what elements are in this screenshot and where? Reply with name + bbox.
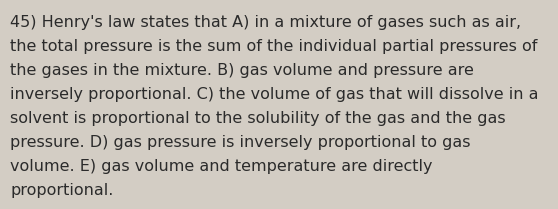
- Text: inversely proportional. C) the volume of gas that will dissolve in a: inversely proportional. C) the volume of…: [10, 87, 538, 102]
- Text: solvent is proportional to the solubility of the gas and the gas: solvent is proportional to the solubilit…: [10, 111, 506, 126]
- Text: pressure. D) gas pressure is inversely proportional to gas: pressure. D) gas pressure is inversely p…: [10, 135, 470, 150]
- Text: the gases in the mixture. B) gas volume and pressure are: the gases in the mixture. B) gas volume …: [10, 63, 474, 78]
- Text: volume. E) gas volume and temperature are directly: volume. E) gas volume and temperature ar…: [10, 159, 432, 174]
- Text: the total pressure is the sum of the individual partial pressures of: the total pressure is the sum of the ind…: [10, 39, 537, 54]
- Text: proportional.: proportional.: [10, 183, 113, 198]
- Text: 45) Henry's law states that A) in a mixture of gases such as air,: 45) Henry's law states that A) in a mixt…: [10, 15, 521, 30]
